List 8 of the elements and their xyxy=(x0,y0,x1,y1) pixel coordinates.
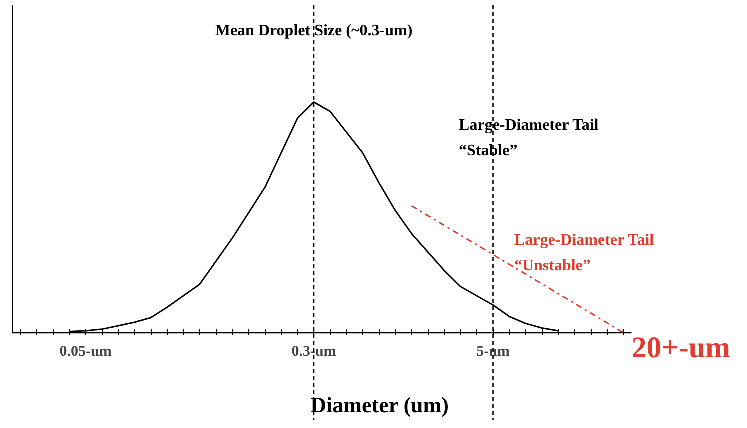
x-tick-label: 5-um xyxy=(476,344,510,360)
x-axis-title: Diameter (um) xyxy=(310,392,449,418)
ref-line-label: Mean Droplet Size (~0.3-um) xyxy=(215,22,413,40)
annotation: Large-Diameter Tail “Unstable” xyxy=(514,232,655,275)
annotation: 20+-um xyxy=(632,331,731,364)
ref-line-label: Large-Diameter Tail “Stable” xyxy=(459,116,600,160)
x-tick-label: 0.3-um xyxy=(292,344,337,360)
x-tick-label: 0.05-um xyxy=(60,344,112,360)
